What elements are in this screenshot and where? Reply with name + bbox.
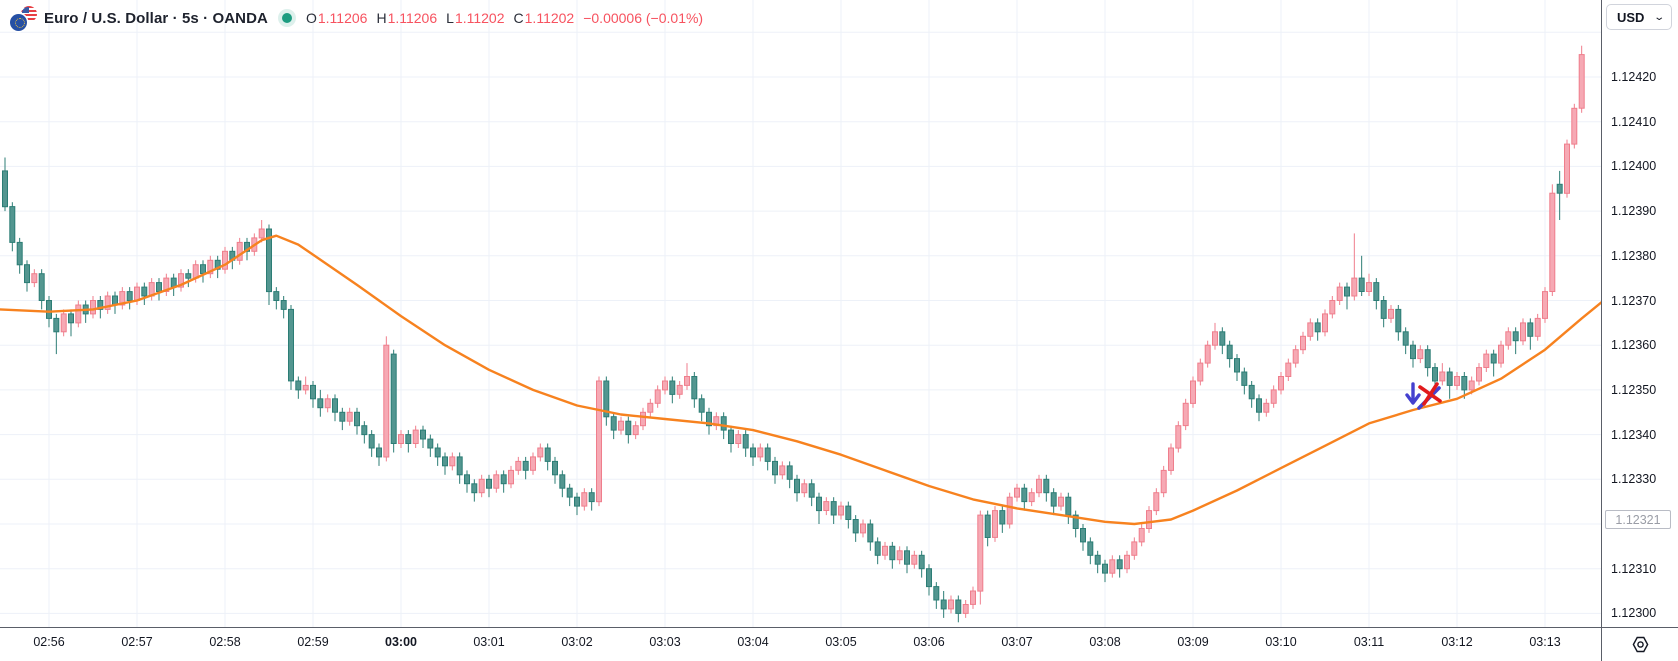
price-tick-label: 1.12300	[1611, 606, 1657, 621]
trade-annotation[interactable]	[1405, 382, 1442, 410]
open-label: O	[305, 10, 317, 26]
price-tick-label: 1.12350	[1611, 382, 1657, 397]
candles	[2, 45, 1585, 623]
timezone-settings-gear-icon[interactable]	[1631, 635, 1650, 654]
close-label: C	[513, 10, 524, 26]
price-axis[interactable]: 1.12321 1.12420 1.12410 1.12400 1.12390 1.12…	[1602, 0, 1678, 627]
time-axis[interactable]: 02:56 02:57 02:58 02:59 03:00 03:01 03:02 03:03…	[0, 628, 1601, 661]
currency-unit-selector[interactable]: USD ⌄	[1606, 4, 1672, 30]
price-tick-label: 1.12360	[1611, 338, 1657, 353]
ohlc-readout: O 1.11206 H 1.11206 L 1.11202 C 1.11202 −0.0…	[306, 10, 703, 26]
symbol-flag-icon	[10, 5, 37, 31]
price-tick-label: 1.12410	[1611, 114, 1657, 129]
time-tick-label: 03:10	[1265, 635, 1297, 649]
high-label: H	[376, 10, 387, 26]
close-value: 1.11202	[524, 10, 575, 26]
time-tick-label: 02:58	[209, 635, 241, 649]
change-value: −0.00006 (−0.01%)	[583, 10, 704, 26]
high-value: 1.11206	[387, 10, 438, 26]
low-value: 1.11202	[454, 10, 505, 26]
time-tick-label: 03:01	[473, 635, 505, 649]
chevron-down-icon: ⌄	[1652, 11, 1665, 23]
current-price-label[interactable]: 1.12321	[1605, 510, 1671, 529]
time-tick-label: 03:03	[649, 635, 681, 649]
time-tick-label: 03:05	[825, 635, 857, 649]
time-tick-label: 02:59	[297, 635, 329, 649]
price-tick-label: 1.12330	[1611, 472, 1657, 487]
time-tick-label: 03:02	[561, 635, 593, 649]
price-tick-label: 1.12390	[1611, 204, 1657, 219]
axis-corner-cell	[1602, 628, 1678, 661]
price-axis-border	[1601, 0, 1602, 661]
price-tick-label: 1.12340	[1611, 427, 1657, 442]
time-tick-label: 03:06	[913, 635, 945, 649]
open-value: 1.11206	[317, 10, 368, 26]
blue-down-arrow-icon	[1405, 393, 1421, 405]
time-tick-label: 03:08	[1089, 635, 1121, 649]
price-tick-label: 1.12400	[1611, 159, 1657, 174]
time-tick-label: 03:04	[737, 635, 769, 649]
red-x-icon	[1418, 382, 1442, 406]
time-tick-label: 03:00	[385, 635, 417, 649]
price-tick-label: 1.12420	[1611, 70, 1657, 84]
chart-canvas[interactable]	[0, 0, 1601, 627]
time-tick-label: 03:13	[1529, 635, 1561, 649]
symbol-title[interactable]: Euro / U.S. Dollar · 5s · OANDA	[44, 9, 268, 27]
time-tick-label: 02:56	[33, 635, 65, 649]
price-tick-label: 1.12370	[1611, 293, 1657, 308]
price-tick-label: 1.12380	[1611, 248, 1657, 263]
price-tick-label: 1.12310	[1611, 561, 1657, 576]
time-tick-label: 03:07	[1001, 635, 1033, 649]
time-tick-label: 02:57	[121, 635, 153, 649]
time-tick-label: 03:11	[1353, 635, 1385, 649]
market-status-icon[interactable]	[277, 9, 296, 27]
currency-unit-value: USD	[1617, 9, 1645, 25]
low-label: L	[446, 10, 454, 26]
moving-average-line	[0, 234, 1601, 526]
chart-legend-header: Euro / U.S. Dollar · 5s · OANDA O 1.11206…	[10, 5, 703, 31]
time-tick-label: 03:12	[1441, 635, 1473, 649]
time-axis-border	[0, 627, 1678, 628]
time-tick-label: 03:09	[1177, 635, 1209, 649]
